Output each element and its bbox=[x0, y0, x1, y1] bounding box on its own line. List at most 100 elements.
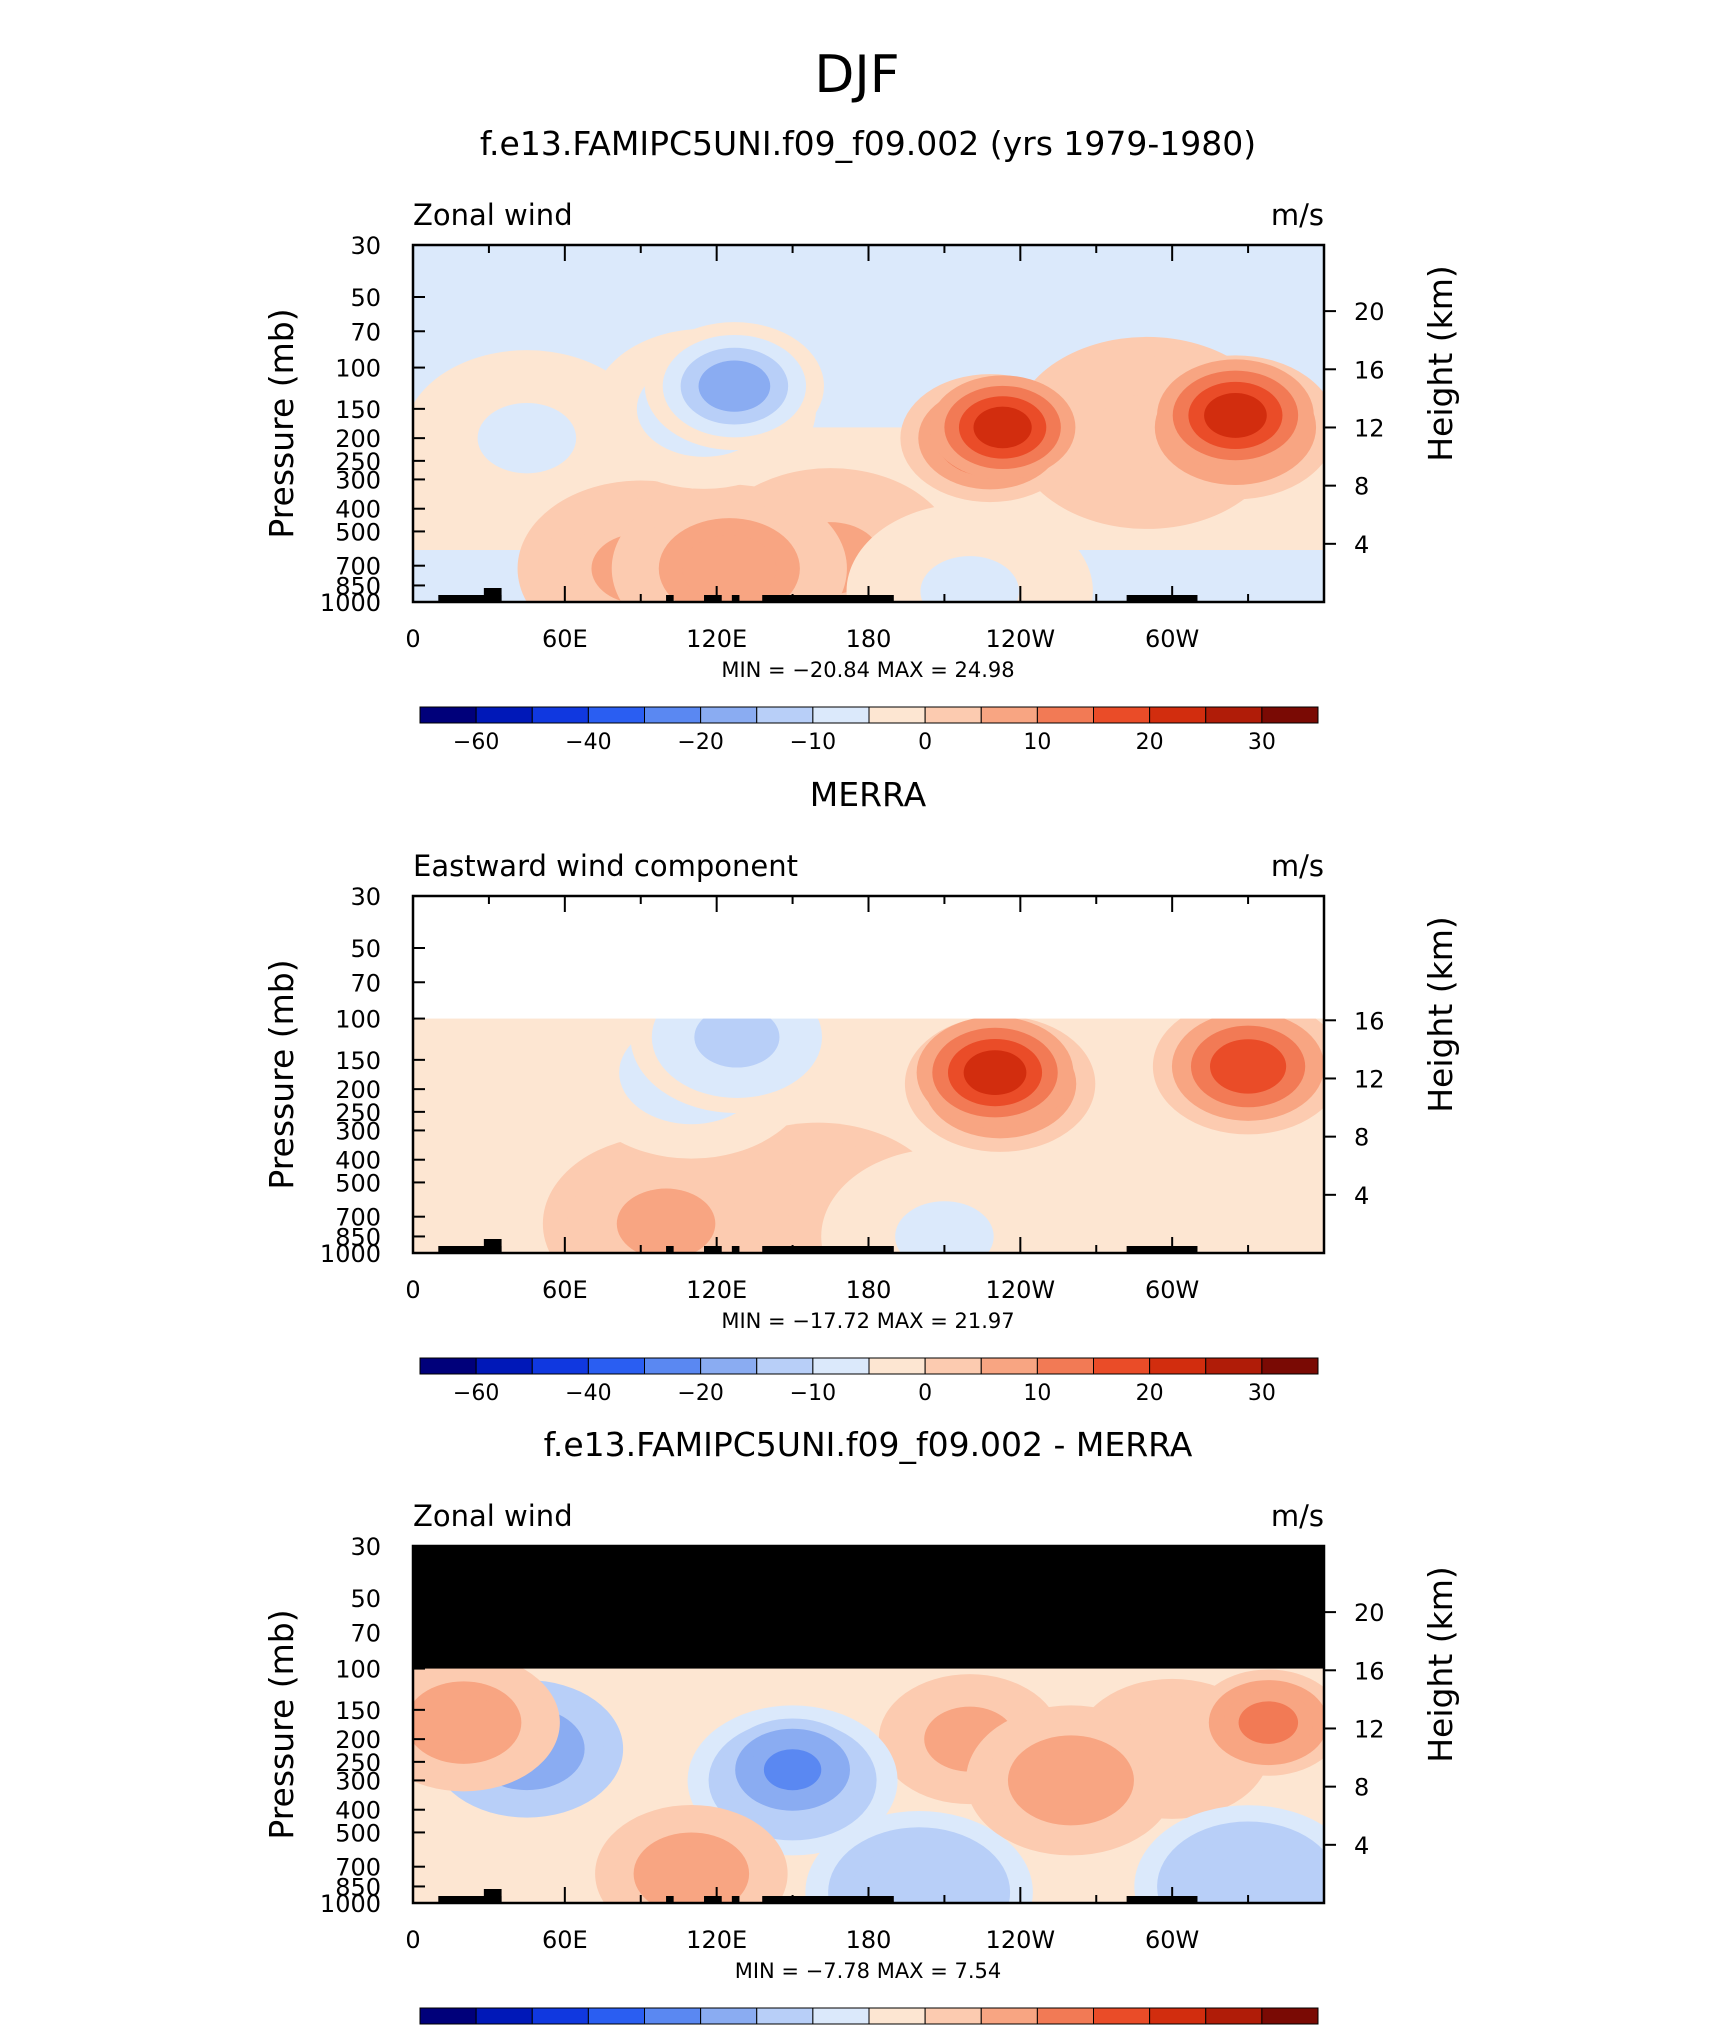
colorbar-label: 30 bbox=[1248, 730, 1276, 755]
x-tick-label: 0 bbox=[405, 1276, 420, 1304]
y-tick-label: 500 bbox=[335, 1819, 381, 1847]
plot-area bbox=[413, 1546, 1324, 1903]
topography bbox=[762, 1896, 894, 1903]
y-tick-label: 200 bbox=[335, 425, 381, 453]
colorbar-cell bbox=[1036, 706, 1094, 724]
colorbar-cell bbox=[1093, 706, 1151, 724]
x-tick-label: 60W bbox=[1145, 1276, 1199, 1304]
colorbar-cell bbox=[475, 1357, 533, 1375]
y-tick-label: 150 bbox=[335, 396, 381, 424]
colorbar-label: −60 bbox=[453, 730, 499, 755]
colorbar-cell bbox=[756, 706, 814, 724]
y-tick-label: 100 bbox=[335, 1656, 381, 1684]
y-tick-label: 30 bbox=[350, 232, 381, 260]
contour-feature bbox=[895, 1201, 994, 1253]
contour-feature bbox=[963, 1050, 1027, 1095]
y2-tick-label: 12 bbox=[1354, 1065, 1385, 1093]
units-label: m/s bbox=[1271, 1499, 1324, 1533]
y-tick-label: 500 bbox=[335, 1169, 381, 1197]
x-tick-label: 120W bbox=[986, 1926, 1056, 1954]
topography bbox=[483, 1889, 502, 1903]
colorbar-cell bbox=[1036, 2007, 1094, 2025]
colorbar-cell bbox=[756, 2007, 814, 2025]
colorbar-cell bbox=[1036, 1357, 1094, 1375]
y2-tick-label: 8 bbox=[1354, 1774, 1369, 1802]
contour-feature bbox=[763, 1749, 822, 1791]
colorbar-cell bbox=[700, 1357, 758, 1375]
y-tick-label: 850 bbox=[335, 1873, 381, 1901]
colorbar-cell bbox=[868, 706, 926, 724]
min-max-text: MIN = −20.84 MAX = 24.98 bbox=[721, 658, 1014, 682]
colorbar-cell bbox=[1205, 1357, 1263, 1375]
colorbar-cell bbox=[644, 706, 702, 724]
y-tick-label: 700 bbox=[335, 1854, 381, 1882]
colorbar-cell bbox=[644, 1357, 702, 1375]
units-label: m/s bbox=[1271, 849, 1324, 883]
colorbar-label: 20 bbox=[1136, 1381, 1164, 1406]
topography bbox=[704, 1246, 722, 1253]
y-tick-label: 200 bbox=[335, 1726, 381, 1754]
x-tick-label: 60W bbox=[1145, 1926, 1199, 1954]
y-tick-label: 700 bbox=[335, 1204, 381, 1232]
y2-tick-label: 16 bbox=[1354, 1007, 1385, 1035]
colorbar-cell bbox=[1261, 2007, 1319, 2025]
colorbar-cell bbox=[419, 2007, 477, 2025]
colorbar-cell bbox=[700, 2007, 758, 2025]
plot-area bbox=[413, 896, 1324, 1253]
y-tick-label: 250 bbox=[335, 1099, 381, 1127]
x-tick-label: 120E bbox=[686, 625, 747, 653]
colorbar-cell bbox=[587, 706, 645, 724]
y2-tick-label: 4 bbox=[1354, 1832, 1369, 1860]
colorbar-label: 10 bbox=[1023, 1381, 1051, 1406]
colorbar-label: −10 bbox=[790, 730, 836, 755]
y-axis-label: Pressure (mb) bbox=[262, 308, 301, 538]
colorbar-cell bbox=[1205, 706, 1263, 724]
y2-tick-label: 8 bbox=[1354, 473, 1369, 501]
y-tick-label: 850 bbox=[335, 572, 381, 600]
colorbar-cell bbox=[531, 706, 589, 724]
y2-tick-label: 20 bbox=[1354, 1599, 1385, 1627]
y-tick-label: 300 bbox=[335, 1767, 381, 1795]
min-max-text: MIN = −7.78 MAX = 7.54 bbox=[735, 1959, 1002, 1983]
y2-tick-label: 4 bbox=[1354, 1182, 1369, 1210]
left-label: Zonal wind bbox=[413, 198, 573, 232]
x-tick-label: 60E bbox=[542, 1276, 588, 1304]
y-tick-label: 50 bbox=[350, 935, 381, 963]
topography bbox=[704, 595, 722, 602]
y-tick-label: 400 bbox=[335, 1797, 381, 1825]
y2-tick-label: 16 bbox=[1354, 1657, 1385, 1685]
x-tick-label: 60E bbox=[542, 625, 588, 653]
colorbar-cell bbox=[1261, 706, 1319, 724]
y-tick-label: 250 bbox=[335, 448, 381, 476]
y-tick-label: 150 bbox=[335, 1697, 381, 1725]
colorbar-label: 20 bbox=[1136, 730, 1164, 755]
contour-feature bbox=[698, 360, 771, 412]
topography bbox=[704, 1896, 722, 1903]
y-tick-label: 1000 bbox=[320, 589, 381, 617]
colorbar-cell bbox=[419, 706, 477, 724]
contour-feature bbox=[973, 406, 1032, 449]
x-tick-label: 60E bbox=[542, 1926, 588, 1954]
y2-tick-label: 16 bbox=[1354, 356, 1385, 384]
colorbar-label: −60 bbox=[453, 1381, 499, 1406]
colorbar-cell bbox=[587, 2007, 645, 2025]
y-tick-label: 30 bbox=[350, 883, 381, 911]
y-tick-label: 1000 bbox=[320, 1890, 381, 1918]
colorbar-cell bbox=[700, 706, 758, 724]
x-tick-label: 0 bbox=[405, 1926, 420, 1954]
y-tick-label: 200 bbox=[335, 1076, 381, 1104]
x-tick-label: 0 bbox=[405, 625, 420, 653]
y-tick-label: 250 bbox=[335, 1749, 381, 1777]
colorbar-cell bbox=[812, 706, 870, 724]
colorbar-cell bbox=[475, 2007, 533, 2025]
topography bbox=[666, 1246, 674, 1253]
y-tick-label: 70 bbox=[350, 1619, 381, 1647]
topography bbox=[438, 1246, 489, 1253]
topography bbox=[1126, 595, 1198, 602]
colorbar-label: 0 bbox=[918, 730, 932, 755]
units-label: m/s bbox=[1271, 198, 1324, 232]
topography bbox=[731, 1246, 740, 1253]
colorbar-cell bbox=[868, 1357, 926, 1375]
